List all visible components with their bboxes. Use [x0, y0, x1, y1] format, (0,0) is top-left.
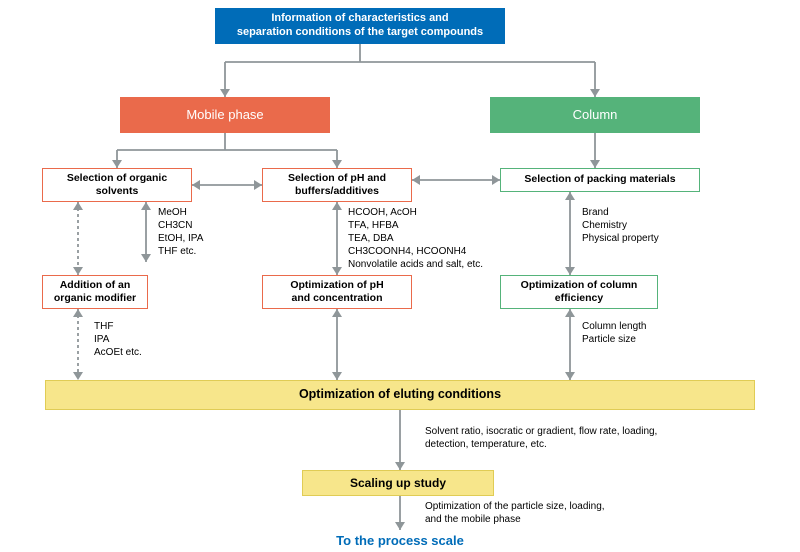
annotation-a1: MeOH CH3CN EtOH, IPA THF etc. [158, 206, 203, 258]
node-optElute: Optimization of eluting conditions [45, 380, 755, 410]
node-optPH: Optimization of pH and concentration [262, 275, 412, 309]
annotation-a7: Optimization of the particle size, loadi… [425, 500, 605, 526]
node-top: Information of characteristics and separ… [215, 8, 505, 44]
node-addMod: Addition of an organic modifier [42, 275, 148, 309]
annotation-a5: Column length Particle size [582, 320, 646, 346]
node-final: To the process scale [280, 532, 520, 550]
annotation-a2: HCOOH, AcOH TFA, HFBA TEA, DBA CH3COONH4… [348, 206, 483, 271]
node-mobile: Mobile phase [120, 97, 330, 133]
annotation-a3: Brand Chemistry Physical property [582, 206, 659, 245]
annotation-a4: THF IPA AcOEt etc. [94, 320, 142, 359]
node-selPack: Selection of packing materials [500, 168, 700, 192]
node-column: Column [490, 97, 700, 133]
node-scale: Scaling up study [302, 470, 494, 496]
node-selOrg: Selection of organic solvents [42, 168, 192, 202]
node-optCol: Optimization of column efficiency [500, 275, 658, 309]
annotation-a6: Solvent ratio, isocratic or gradient, fl… [425, 425, 657, 451]
node-selPH: Selection of pH and buffers/additives [262, 168, 412, 202]
